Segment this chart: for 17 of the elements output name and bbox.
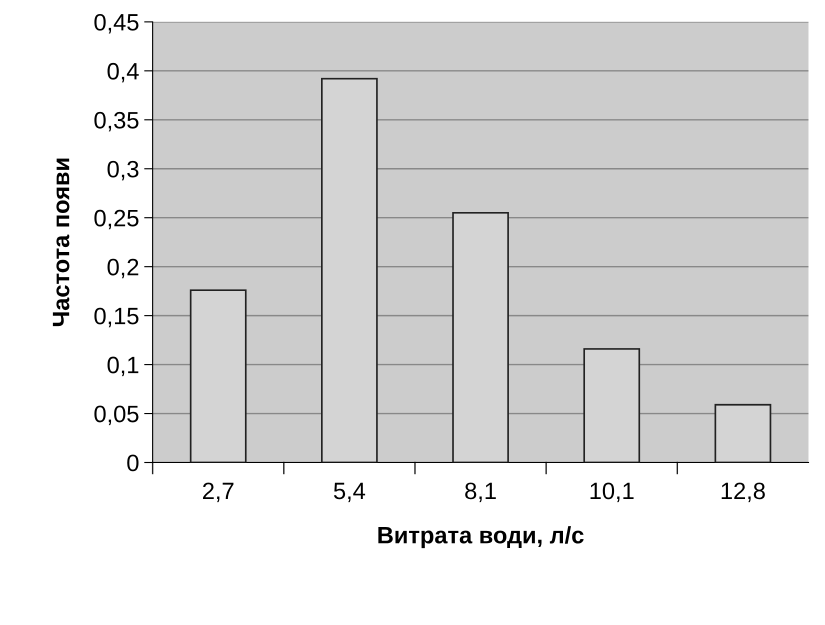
x-axis-title: Витрата води, л/с xyxy=(378,526,584,548)
y-tick-label: 0,2 xyxy=(108,258,138,278)
y-tick-label: 0,05 xyxy=(94,406,138,426)
y-axis-title: Частота появи xyxy=(52,158,70,326)
y-tick-label: 0,45 xyxy=(94,14,138,34)
y-tick-label: 0,4 xyxy=(108,62,139,82)
x-tick-label: 8,1 xyxy=(465,482,496,502)
y-tick-label: 0,25 xyxy=(94,210,138,230)
y-tick-label: 0,3 xyxy=(108,160,138,180)
x-tick-label: 2,7 xyxy=(202,482,234,502)
x-tick-label: 5,4 xyxy=(334,482,366,502)
x-tick-label: 12,8 xyxy=(722,482,765,502)
y-tick-label: 0 xyxy=(127,454,139,472)
y-tick-label: 0,1 xyxy=(108,356,138,376)
y-tick-label: 0,15 xyxy=(94,308,138,328)
y-tick-label: 0,35 xyxy=(94,112,138,132)
x-tick-label: 10,1 xyxy=(590,482,634,502)
